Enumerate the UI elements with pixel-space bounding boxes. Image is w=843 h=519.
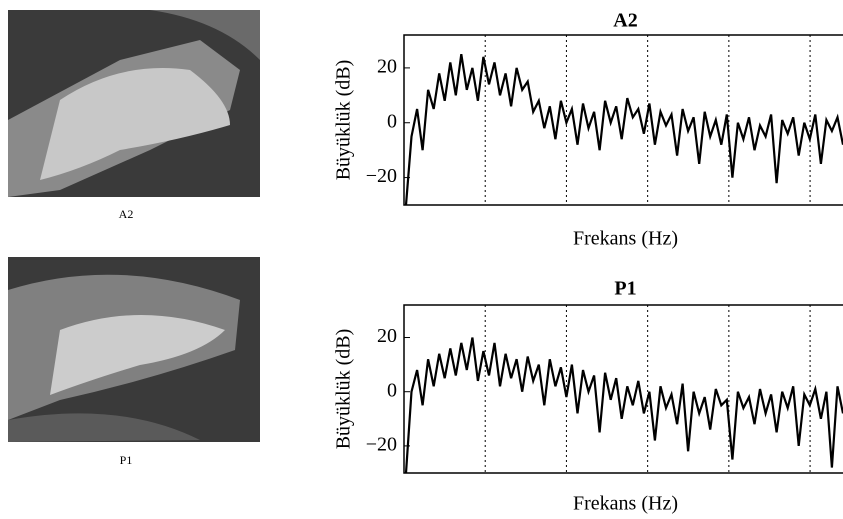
spectrum-line bbox=[404, 337, 843, 474]
y-tick-label: −20 bbox=[366, 165, 397, 187]
x-axis-label: Frekans (Hz) bbox=[573, 493, 678, 515]
y-tick-label: 0 bbox=[387, 379, 397, 401]
photo-caption: A2 bbox=[119, 207, 134, 221]
chart-title: A2 bbox=[613, 10, 637, 32]
chart-title: P1 bbox=[614, 278, 636, 300]
y-tick-label: −20 bbox=[366, 433, 397, 455]
spectrum-line bbox=[404, 54, 843, 206]
y-axis-label: Büyüklük (dB) bbox=[333, 60, 355, 181]
y-tick-label: 20 bbox=[377, 325, 397, 347]
photo-caption: P1 bbox=[120, 453, 133, 467]
axis-frame bbox=[403, 34, 843, 206]
photo bbox=[8, 257, 260, 442]
y-tick-label: 20 bbox=[377, 55, 397, 77]
y-tick-label: 0 bbox=[387, 110, 397, 132]
y-axis-label: Büyüklük (dB) bbox=[333, 329, 355, 450]
photo bbox=[8, 10, 260, 197]
axis-frame bbox=[403, 304, 843, 474]
x-axis-label: Frekans (Hz) bbox=[573, 228, 678, 250]
